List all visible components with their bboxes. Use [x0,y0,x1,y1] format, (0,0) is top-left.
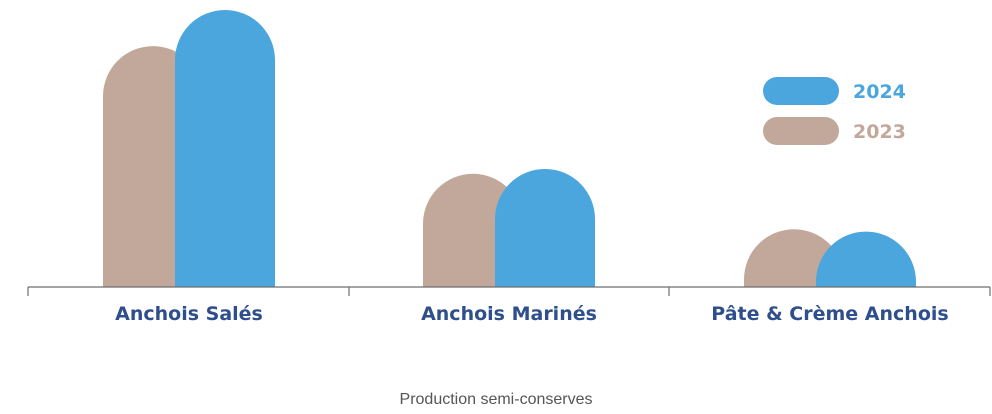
bars-group [103,10,916,287]
legend-swatch-2024 [763,77,839,105]
category-label-3: Pâte & Crème Anchois [711,303,948,325]
category-label-2: Anchois Marinés [421,303,597,325]
x-axis-ticks [27,287,991,296]
bar-2024-1 [175,10,275,287]
legend-swatch-2023 [763,117,839,145]
bar-chart: Anchois Salés Anchois Marinés Pâte & Crème… [27,10,991,325]
legend-label-2023: 2023 [853,121,906,143]
bar-2024-2 [495,168,595,287]
legend: 2024 2023 [763,77,906,145]
chart-caption: Production semi-conserves [399,391,593,408]
bar-2024-3 [816,231,916,287]
category-labels: Anchois Salés Anchois Marinés Pâte & Crème… [115,303,949,325]
legend-label-2024: 2024 [853,81,906,103]
category-label-1: Anchois Salés [115,303,263,325]
